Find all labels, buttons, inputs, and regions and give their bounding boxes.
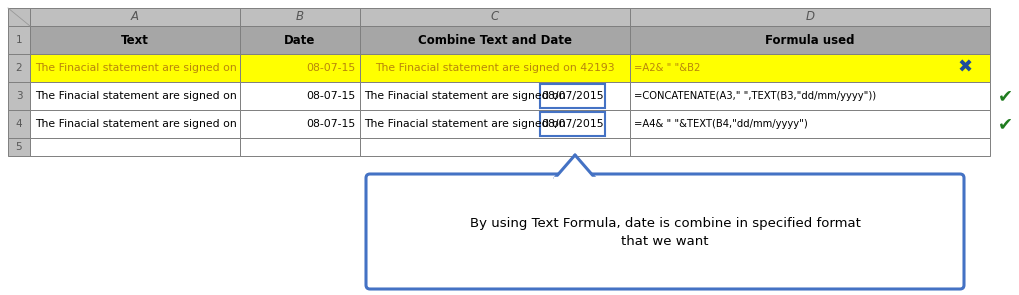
Bar — [539, 84, 604, 108]
Text: =A2& " "&B2: =A2& " "&B2 — [634, 63, 700, 73]
Text: D: D — [805, 11, 814, 24]
Text: =CONCATENATE(A3," ",TEXT(B3,"dd/mm/yyyy")): =CONCATENATE(A3," ",TEXT(B3,"dd/mm/yyyy"… — [634, 91, 875, 101]
Text: that we want: that we want — [621, 235, 708, 248]
Bar — [8, 54, 30, 82]
Bar — [8, 82, 30, 110]
Bar — [239, 26, 360, 54]
Text: ✔: ✔ — [997, 87, 1012, 105]
Text: 08/07/2015: 08/07/2015 — [541, 91, 603, 101]
Bar — [30, 8, 239, 26]
Text: ✔: ✔ — [997, 115, 1012, 133]
Bar — [239, 82, 360, 110]
Bar — [630, 26, 989, 54]
Bar — [630, 110, 989, 138]
Text: The Finacial statement are signed on: The Finacial statement are signed on — [364, 119, 566, 129]
Bar — [8, 138, 30, 156]
FancyBboxPatch shape — [366, 174, 963, 289]
Bar — [630, 8, 989, 26]
Text: By using Text Formula, date is combine in specified format: By using Text Formula, date is combine i… — [469, 217, 860, 230]
Text: 08/07/2015: 08/07/2015 — [541, 119, 603, 129]
Polygon shape — [554, 155, 594, 178]
Text: 5: 5 — [15, 142, 22, 152]
Bar — [539, 112, 604, 136]
Text: Text: Text — [121, 34, 149, 47]
Text: 2: 2 — [15, 63, 22, 73]
Bar — [8, 8, 30, 26]
Text: The Finacial statement are signed on: The Finacial statement are signed on — [35, 63, 236, 73]
Text: 1: 1 — [15, 35, 22, 45]
Bar — [630, 54, 989, 82]
Text: 4: 4 — [15, 119, 22, 129]
Text: The Finacial statement are signed on 42193: The Finacial statement are signed on 421… — [375, 63, 614, 73]
Bar — [360, 8, 630, 26]
Text: C: C — [490, 11, 498, 24]
Text: Date: Date — [284, 34, 315, 47]
Text: The Finacial statement are signed on: The Finacial statement are signed on — [35, 91, 236, 101]
Text: 08-07-15: 08-07-15 — [307, 91, 356, 101]
Text: The Finacial statement are signed on: The Finacial statement are signed on — [364, 91, 566, 101]
Text: 08-07-15: 08-07-15 — [307, 119, 356, 129]
Bar — [30, 138, 239, 156]
Text: Formula used: Formula used — [764, 34, 854, 47]
Bar — [30, 82, 239, 110]
Text: B: B — [296, 11, 304, 24]
Bar — [239, 138, 360, 156]
Text: The Finacial statement are signed on: The Finacial statement are signed on — [35, 119, 236, 129]
Bar — [630, 82, 989, 110]
Bar — [360, 54, 630, 82]
Bar — [8, 110, 30, 138]
Bar — [30, 54, 239, 82]
Bar — [239, 54, 360, 82]
Bar — [30, 26, 239, 54]
Text: 3: 3 — [15, 91, 22, 101]
Bar — [8, 26, 30, 54]
Bar — [360, 82, 630, 110]
Bar — [239, 8, 360, 26]
Bar — [239, 110, 360, 138]
Bar — [360, 110, 630, 138]
Text: A: A — [130, 11, 139, 24]
Bar — [630, 138, 989, 156]
Text: =A4& " "&TEXT(B4,"dd/mm/yyyy"): =A4& " "&TEXT(B4,"dd/mm/yyyy") — [634, 119, 807, 129]
Bar — [360, 138, 630, 156]
Bar — [30, 110, 239, 138]
Text: ✖: ✖ — [957, 59, 971, 77]
Text: 08-07-15: 08-07-15 — [307, 63, 356, 73]
Bar — [360, 26, 630, 54]
Text: Combine Text and Date: Combine Text and Date — [418, 34, 572, 47]
